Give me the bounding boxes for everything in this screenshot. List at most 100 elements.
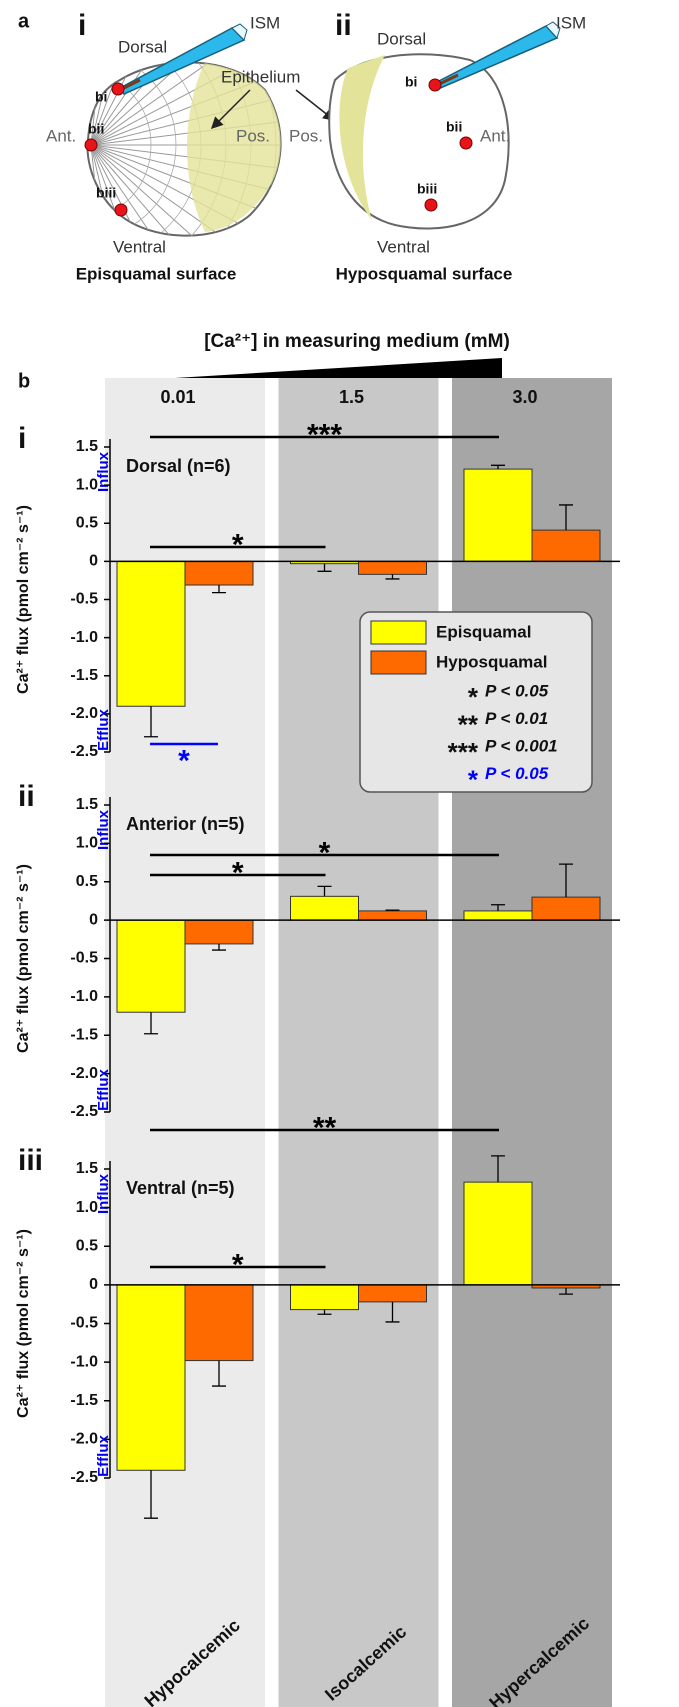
error-bar xyxy=(144,1012,158,1035)
epithelium-region xyxy=(187,62,281,232)
scale-ridge xyxy=(90,144,141,236)
legend-significance: P < 0.001 xyxy=(485,736,558,755)
diagram-numeral: i xyxy=(78,9,86,42)
y-tick-label: 0 xyxy=(89,911,98,928)
error-bar xyxy=(212,585,226,594)
significance-label: * xyxy=(178,745,190,778)
y-tick-label: -1.0 xyxy=(70,1353,98,1370)
scale-ridge xyxy=(90,144,255,236)
scale-ridge xyxy=(90,144,272,236)
bar xyxy=(358,910,427,921)
y-tick-label: 0.5 xyxy=(76,514,98,531)
error-bar xyxy=(559,1287,573,1295)
y-tick-label: -0.5 xyxy=(70,1315,98,1332)
panel-numeral: ii xyxy=(18,780,35,813)
error-bar xyxy=(491,904,505,911)
epithelium-region xyxy=(339,55,385,220)
bar-chart: iii Ventral (n=5) Ca²⁺ flux (pmol cm⁻² s⁻¹… xyxy=(15,1112,620,1519)
error-bar xyxy=(559,504,573,531)
scale-ridge xyxy=(90,62,115,146)
scale-ridge xyxy=(90,62,236,146)
significance-label: * xyxy=(319,837,331,870)
legend-symbol: *** xyxy=(448,737,479,767)
site-dot xyxy=(84,138,98,152)
error-bar xyxy=(317,1309,332,1315)
panel-a: a i ISM Dorsal Epithelium Ant. Pos. bi b… xyxy=(18,9,586,284)
scale-outline xyxy=(328,53,510,230)
influx-label: Influx xyxy=(95,451,112,492)
bar xyxy=(116,560,186,707)
y-tick-label: -2.0 xyxy=(70,1431,98,1448)
panel-label: b xyxy=(18,370,30,392)
dorsal-label: Dorsal xyxy=(118,37,167,56)
legend-swatch xyxy=(370,650,427,675)
pipette-end xyxy=(231,23,248,41)
ventral-label: Ventral xyxy=(377,237,430,256)
bar xyxy=(358,1284,427,1303)
bar xyxy=(531,896,601,921)
y-tick-label: -1.5 xyxy=(70,1392,98,1409)
diagram-caption: Episquamal surface xyxy=(76,264,237,283)
y-tick-label: 1.0 xyxy=(76,1199,98,1216)
scale-ridge xyxy=(90,62,141,146)
diagram-caption: Hyposquamal surface xyxy=(336,264,513,283)
bar xyxy=(290,1284,359,1311)
arrow xyxy=(295,89,336,121)
y-tick-label: -0.5 xyxy=(70,591,98,608)
y-axis-label: Ca²⁺ flux (pmol cm⁻² s⁻¹) xyxy=(15,505,32,694)
category-label: 3.0 xyxy=(512,387,537,407)
error-bar xyxy=(385,1301,400,1323)
legend-label: Episquamal xyxy=(436,622,531,641)
scale-ridge xyxy=(90,62,281,146)
efflux-label: Efflux xyxy=(95,1435,112,1477)
bar xyxy=(290,895,359,921)
error-bar xyxy=(212,943,226,951)
chart-title: Anterior (n=5) xyxy=(126,814,245,834)
scale-ridge xyxy=(90,144,167,236)
condition-column xyxy=(452,378,612,1707)
significance-label: * xyxy=(232,529,244,562)
site-label: biii xyxy=(417,181,437,197)
error-bar xyxy=(317,563,332,572)
y-tick-label: 1.5 xyxy=(76,796,98,813)
error-bar xyxy=(144,706,158,738)
bar-chart: ii Anterior (n=5) Ca²⁺ flux (pmol cm⁻² s⁻¹… xyxy=(15,780,620,1120)
efflux-label: Efflux xyxy=(95,709,112,751)
y-tick-label: 1.0 xyxy=(76,476,98,493)
error-bar xyxy=(385,909,400,911)
y-tick-label: -1.5 xyxy=(70,667,98,684)
panel-numeral: i xyxy=(18,422,26,455)
site-label: biii xyxy=(96,185,116,201)
y-tick-label: -2.0 xyxy=(70,705,98,722)
bar xyxy=(358,560,427,575)
y-tick-label: 0 xyxy=(89,553,98,570)
medium-label: [Ca²⁺] in measuring medium (mM) xyxy=(204,331,510,352)
dorsal-label: Dorsal xyxy=(377,29,426,48)
site-label: bi xyxy=(95,89,107,105)
condition-column xyxy=(278,378,439,1707)
legend-significance: P < 0.05 xyxy=(485,681,549,700)
legend-significance: P < 0.01 xyxy=(485,709,548,728)
y-tick-label: -0.5 xyxy=(70,950,98,967)
bar-chart: i Dorsal (n=6) Ca²⁺ flux (pmol cm⁻² s⁻¹) In… xyxy=(15,419,620,795)
scale-ridge xyxy=(90,62,192,146)
y-tick-label: -1.5 xyxy=(70,1026,98,1043)
bar xyxy=(531,529,601,562)
site-label: bi xyxy=(405,74,417,90)
y-tick-label: 0 xyxy=(89,1276,98,1293)
arrow xyxy=(210,89,251,130)
scale-ridge xyxy=(90,144,215,236)
significance-label: ** xyxy=(313,1112,337,1145)
error-bar xyxy=(317,885,332,897)
error-bar xyxy=(385,574,400,580)
scale-ridge xyxy=(90,62,215,146)
y-tick-label: 0.5 xyxy=(76,873,98,890)
y-tick-label: 1.0 xyxy=(76,835,98,852)
probe-label: ISM xyxy=(250,13,280,32)
scale-ridge xyxy=(90,144,236,236)
y-tick-label: 1.5 xyxy=(76,1160,98,1177)
y-tick-label: -2.0 xyxy=(70,1065,98,1082)
significance-label: * xyxy=(232,1249,244,1282)
efflux-label: Efflux xyxy=(95,1069,112,1111)
y-tick-label: 0.5 xyxy=(76,1237,98,1254)
